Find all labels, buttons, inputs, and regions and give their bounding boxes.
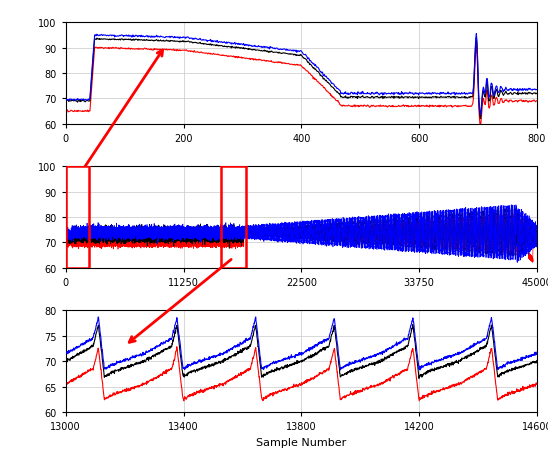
Bar — [221, 167, 246, 268]
Bar — [66, 167, 89, 268]
X-axis label: Sample Number: Sample Number — [256, 437, 346, 447]
